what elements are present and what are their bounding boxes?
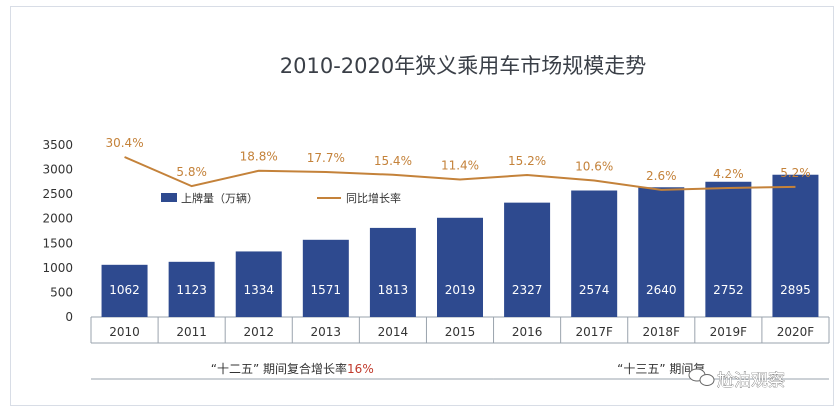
chart-legend: 上牌量（万辆） 同比增长率	[161, 191, 401, 205]
y-tick-label: 1500	[42, 236, 73, 250]
bar	[235, 251, 282, 317]
y-tick-label: 3000	[42, 163, 73, 177]
bar	[504, 202, 551, 317]
growth-rate-line	[124, 156, 796, 191]
bar	[168, 261, 215, 317]
growth-rate-label: 30.4%	[105, 136, 143, 150]
x-tick-label: 2015	[445, 325, 476, 339]
x-tick-label: 2014	[378, 325, 409, 339]
chart-title: 2010-2020年狭义乘用车市场规模走势	[280, 54, 646, 78]
period-label-text: “十二五” 期间复合增长率	[211, 361, 347, 376]
growth-rate-label: 4.2%	[713, 167, 744, 181]
line-series: 30.4% 5.8% 18.8% 17.7% 15.4% 11.4% 15.2% 10.6% 2…	[105, 136, 811, 191]
bar-value-label: 2895	[780, 283, 811, 297]
bar-value-label: 1123	[176, 283, 207, 297]
x-tick-label: 2013	[311, 325, 342, 339]
chart-frame: 2010-2020年狭义乘用车市场规模走势 3500 3000 2500 2000 15…	[10, 6, 834, 406]
y-tick-label: 0	[65, 310, 73, 324]
bar	[772, 174, 819, 317]
bar-value-label: 1334	[243, 283, 274, 297]
growth-rate-label: 17.7%	[307, 151, 345, 165]
x-tick-label: 2019F	[710, 325, 748, 339]
y-tick-label: 1000	[42, 261, 73, 275]
bar	[101, 264, 148, 317]
period-label: “十二五” 期间复合增长率16%	[211, 361, 374, 376]
growth-rate-label: 5.8%	[176, 165, 207, 179]
bar-value-label: 2019	[445, 283, 476, 297]
legend-label-line: 同比增长率	[346, 191, 401, 205]
growth-rate-label: 11.4%	[441, 159, 479, 173]
growth-rate-label: 15.4%	[374, 154, 412, 168]
growth-rate-label: 5.2%	[780, 166, 811, 180]
bar-series: 1062 1123 1334 1571 1813 2019 2327 2574 2640 2752…	[101, 174, 819, 317]
y-tick-label: 2000	[42, 212, 73, 226]
bar-value-label: 1813	[378, 283, 409, 297]
growth-rate-label: 10.6%	[575, 159, 613, 173]
bar	[302, 239, 349, 317]
x-tick-label: 2011	[176, 325, 207, 339]
bar	[638, 187, 685, 317]
x-tick-label: 2016	[512, 325, 543, 339]
bar-value-label: 2327	[512, 283, 543, 297]
legend-label-bar: 上牌量（万辆）	[181, 191, 258, 205]
x-tick-label: 2010	[109, 325, 140, 339]
y-tick-label: 3500	[42, 138, 73, 152]
period-label-text: “十三五” 期间复	[617, 362, 705, 376]
bar	[369, 227, 416, 317]
y-tick-label: 2500	[42, 187, 73, 201]
chart-svg: 2010-2020年狭义乘用车市场规模走势 3500 3000 2500 2000 15…	[42, 54, 830, 391]
growth-rate-label: 15.2%	[508, 154, 546, 168]
watermark: 尬油观察	[688, 368, 785, 391]
bar	[571, 190, 618, 317]
x-tick-label: 2020F	[777, 325, 815, 339]
growth-rate-label: 18.8%	[240, 150, 278, 164]
bar-value-label: 2752	[713, 283, 744, 297]
bar-value-label: 1062	[109, 283, 140, 297]
growth-rate-label: 2.6%	[646, 169, 677, 183]
x-tick-label: 2018F	[643, 325, 681, 339]
legend-swatch-bar	[161, 193, 177, 202]
x-tick-label: 2012	[243, 325, 274, 339]
bar	[437, 217, 483, 317]
bar	[705, 181, 752, 317]
bar-value-label: 1571	[311, 283, 342, 297]
x-tick-label: 2017F	[575, 325, 613, 339]
wechat-icon	[688, 368, 715, 386]
chart-axes: 3500 3000 2500 2000 1500 1000 500 0 2010 2011 2012…	[42, 138, 830, 344]
period-label: “十三五” 期间复	[617, 362, 705, 376]
bar-value-label: 2640	[646, 283, 677, 297]
watermark-text: 尬油观察	[717, 371, 785, 391]
period-rate: 16%	[347, 362, 374, 376]
period-annotations: “十二五” 期间复合增长率16% “十三五” 期间复	[91, 361, 829, 380]
y-tick-label: 500	[50, 285, 73, 299]
bar-value-label: 2574	[579, 283, 610, 297]
